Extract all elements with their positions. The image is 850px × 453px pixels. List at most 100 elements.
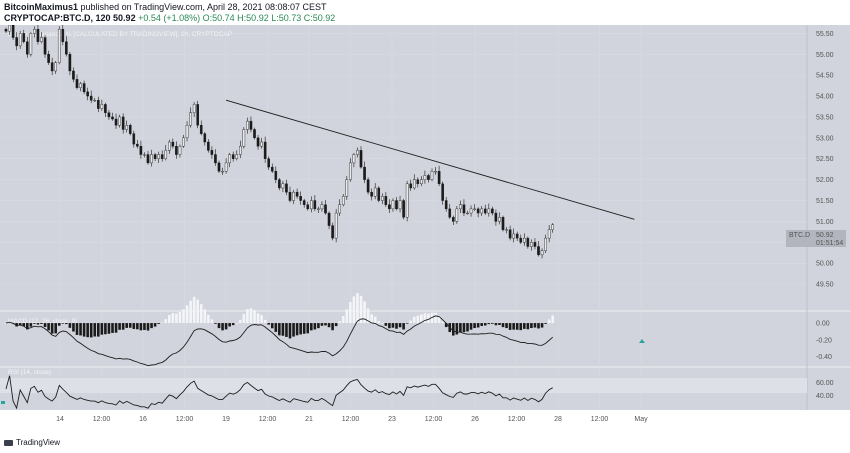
macd-bar bbox=[210, 319, 214, 324]
candle-down bbox=[231, 154, 235, 159]
candle-down bbox=[263, 141, 267, 159]
macd-bar bbox=[341, 316, 345, 324]
time-tick-label: 12:00 bbox=[259, 416, 277, 423]
macd-bar bbox=[551, 315, 554, 324]
macd-bar bbox=[327, 323, 331, 328]
candle-down bbox=[441, 183, 444, 201]
macd-bar bbox=[526, 323, 530, 330]
tradingview-logo[interactable]: TradingView bbox=[4, 438, 60, 447]
candle-down bbox=[377, 187, 381, 201]
macd-bar bbox=[15, 323, 18, 327]
macd-bar bbox=[178, 311, 182, 324]
candle-up bbox=[551, 224, 554, 230]
macd-bar bbox=[228, 323, 231, 327]
chart-area[interactable]: Bitcoin Dominance, % [CALCULATED BY TRAD… bbox=[0, 25, 850, 435]
price-badge-bg bbox=[786, 230, 846, 247]
candle-down bbox=[331, 225, 334, 239]
macd-bar bbox=[409, 320, 412, 324]
macd-bar bbox=[40, 323, 43, 324]
candle-up bbox=[487, 208, 491, 214]
candle-down bbox=[136, 143, 139, 147]
macd-bar bbox=[391, 323, 395, 328]
macd-tick-label: 0.00 bbox=[816, 321, 830, 328]
candle-up bbox=[185, 125, 189, 139]
macd-bar bbox=[519, 323, 523, 331]
time-tick-label: May bbox=[634, 416, 648, 423]
macd-bar bbox=[398, 323, 402, 328]
macd-bar bbox=[164, 319, 168, 324]
price-tick-label: 53.00 bbox=[816, 135, 834, 142]
candle-down bbox=[50, 62, 54, 72]
macd-bar bbox=[494, 323, 498, 326]
candle-down bbox=[199, 125, 203, 134]
grid-lines bbox=[0, 25, 807, 410]
candle-down bbox=[89, 95, 93, 101]
macd-bar bbox=[29, 323, 33, 327]
macd-bar bbox=[491, 323, 494, 324]
macd-bar bbox=[171, 313, 175, 324]
price-tick-label: 54.00 bbox=[816, 94, 834, 101]
price-scale[interactable] bbox=[807, 25, 850, 410]
price-tick-label: 50.00 bbox=[816, 261, 834, 268]
candle-up bbox=[391, 200, 395, 210]
candle-down bbox=[274, 171, 278, 180]
time-tick-label: 26 bbox=[471, 416, 479, 423]
candle-up bbox=[125, 125, 128, 130]
macd-bar bbox=[480, 323, 483, 326]
candle-down bbox=[416, 179, 420, 185]
candle-up bbox=[434, 171, 437, 173]
candle-down bbox=[448, 208, 452, 218]
last-price: 50.92 bbox=[113, 13, 136, 23]
macd-bar bbox=[295, 323, 299, 336]
candle-up bbox=[398, 200, 402, 210]
macd-bar bbox=[86, 323, 89, 338]
macd-bar bbox=[100, 323, 104, 335]
candle-up bbox=[540, 250, 544, 256]
time-tick-label: 12:00 bbox=[591, 416, 609, 423]
macd-bar bbox=[320, 323, 324, 326]
candle-down bbox=[146, 154, 150, 164]
candle-up bbox=[79, 83, 82, 88]
macd-bar bbox=[43, 323, 47, 327]
macd-histogram bbox=[4, 293, 554, 339]
candle-up bbox=[338, 204, 342, 214]
time-tick-label: 16 bbox=[139, 416, 147, 423]
candle-down bbox=[437, 171, 441, 185]
macd-tick-label: -0.40 bbox=[816, 354, 832, 361]
macd-bar bbox=[359, 295, 363, 324]
price-tick-label: 49.50 bbox=[816, 282, 834, 289]
macd-bar bbox=[306, 323, 310, 334]
macd-bar bbox=[185, 305, 189, 324]
candle-down bbox=[82, 83, 86, 93]
price-badge: BTC.D 50.92 01:51:54 bbox=[786, 230, 846, 247]
macd-bar bbox=[160, 322, 164, 324]
macd-bar bbox=[405, 323, 409, 324]
candle-up bbox=[224, 162, 228, 172]
candle-up bbox=[473, 208, 476, 210]
macd-bar bbox=[334, 323, 338, 327]
candle-down bbox=[11, 25, 15, 38]
macd-bar bbox=[437, 315, 441, 324]
macd-bar bbox=[299, 323, 302, 335]
candle-up bbox=[420, 179, 423, 185]
macd-bar bbox=[68, 323, 72, 328]
candle-up bbox=[523, 237, 526, 243]
macd-bar bbox=[366, 308, 370, 324]
trendline[interactable] bbox=[225, 99, 635, 220]
macd-bar bbox=[469, 323, 473, 330]
candle-up bbox=[430, 171, 434, 180]
candle-up bbox=[54, 62, 57, 72]
macd-bar bbox=[498, 323, 501, 325]
macd-bar bbox=[462, 323, 466, 333]
macd-bar bbox=[79, 323, 82, 336]
candle-down bbox=[111, 116, 114, 120]
author-name[interactable]: BitcoinMaximus1 bbox=[4, 2, 79, 12]
candle-up bbox=[238, 145, 242, 155]
candle-up bbox=[167, 141, 171, 151]
candle-down bbox=[249, 120, 253, 130]
candle-down bbox=[370, 191, 373, 197]
candle-down bbox=[491, 208, 494, 214]
price-tick-label: 54.50 bbox=[816, 73, 834, 80]
macd-bar bbox=[274, 323, 278, 332]
candle-up bbox=[469, 208, 473, 214]
